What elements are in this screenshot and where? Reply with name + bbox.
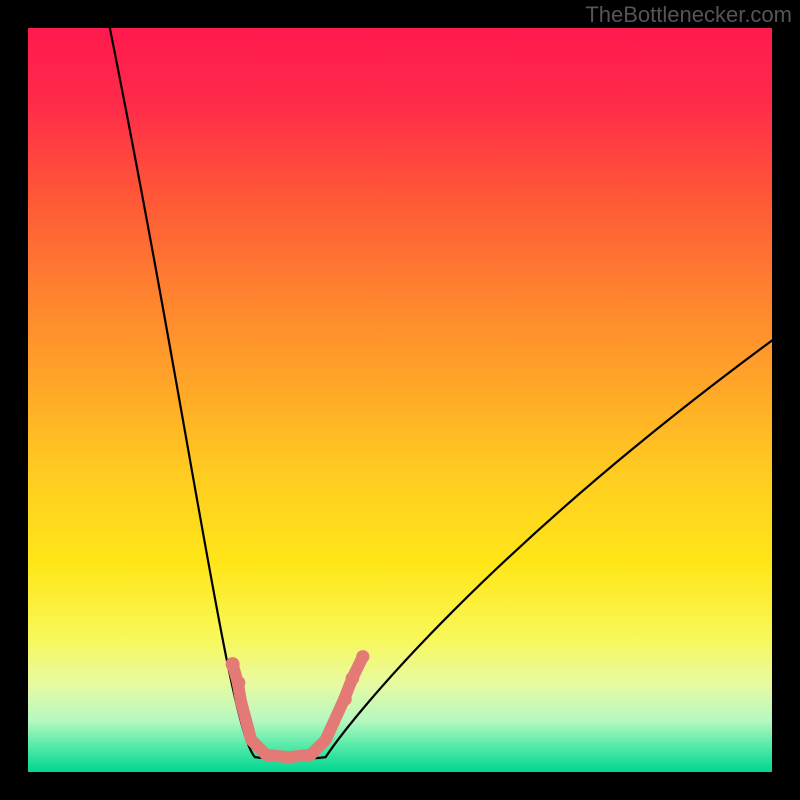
frame-right: [772, 0, 800, 800]
watermark-text: TheBottlenecker.com: [585, 2, 792, 28]
frame-left: [0, 0, 28, 800]
gradient-background: [28, 28, 772, 772]
plot-area: [28, 28, 772, 772]
plot-svg: [28, 28, 772, 772]
frame-bottom: [0, 772, 800, 800]
chart-root: TheBottlenecker.com: [0, 0, 800, 800]
